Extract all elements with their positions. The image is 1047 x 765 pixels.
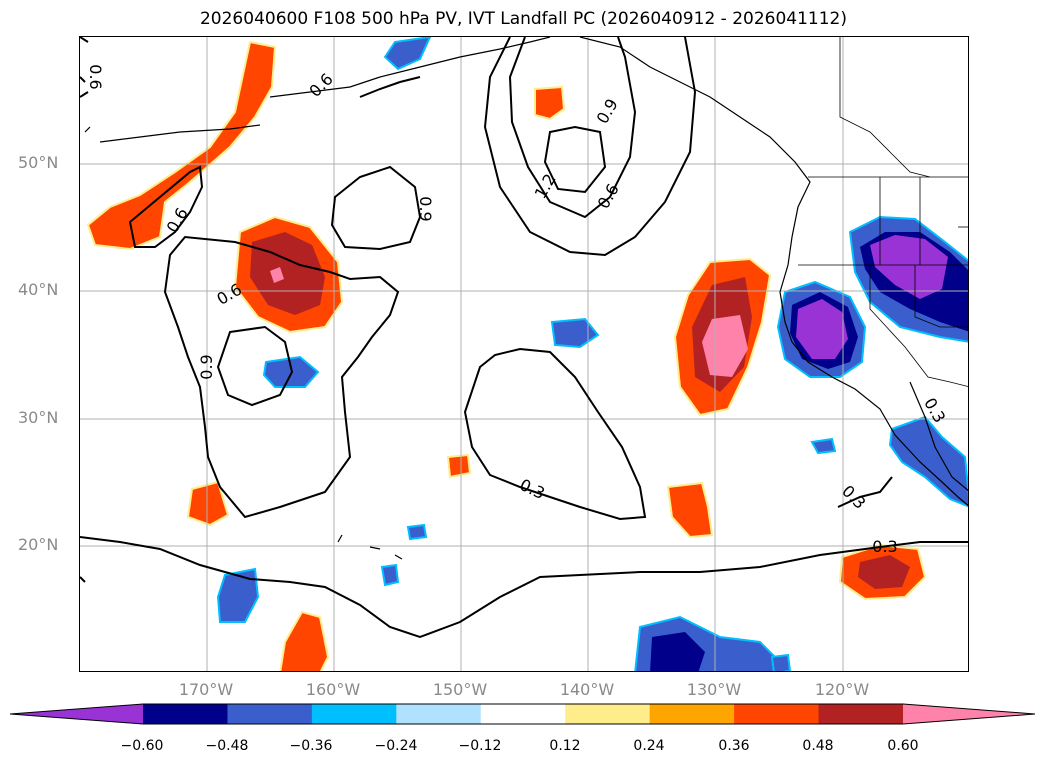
colorbar-segment	[480, 704, 566, 724]
gridlines	[80, 37, 968, 671]
colorbar-segment	[734, 704, 820, 724]
colorbar-segment	[143, 704, 228, 724]
negative-anomaly-region	[770, 653, 792, 671]
colorbar-segment	[818, 704, 904, 724]
lat-label-30n: 30°N	[18, 408, 59, 427]
colorbar-extend-low	[10, 704, 143, 724]
lon-label-150w: 150°W	[432, 680, 488, 699]
negative-anomaly-region	[216, 567, 260, 623]
negative-anomaly-region	[810, 437, 837, 455]
positive-anomaly-region	[446, 453, 472, 479]
positive-anomaly-region	[250, 232, 325, 315]
colorbar-segments	[10, 704, 1035, 724]
shading-layer	[86, 37, 968, 671]
contour-label: 0.3	[872, 537, 897, 556]
negative-anomaly-region	[383, 37, 432, 71]
negative-anomaly-region	[796, 299, 848, 359]
colorbar-tick: 0.24	[633, 738, 665, 754]
contour-label: 0.3	[517, 475, 548, 503]
lat-label-50n: 50°N	[18, 153, 59, 172]
colorbar-tick: 0.36	[718, 738, 750, 754]
lon-label-140w: 140°W	[559, 680, 615, 699]
colorbar-segment	[396, 704, 482, 724]
colorbar-outline	[10, 703, 1036, 725]
colorbar-tick: 0.48	[802, 738, 834, 754]
lon-label-130w: 130°W	[686, 680, 742, 699]
contour-label: 0.9	[197, 354, 216, 379]
coastlines	[84, 37, 968, 560]
positive-anomaly-region	[858, 555, 910, 589]
colorbar-segment	[649, 704, 735, 724]
lon-label-120w: 120°W	[814, 680, 870, 699]
positive-anomaly-region	[666, 481, 714, 539]
positive-anomaly-region	[702, 315, 748, 377]
contour-label: 0.9	[593, 95, 622, 127]
colorbar-extend-high	[903, 704, 1035, 724]
colorbar-tick: 0.60	[887, 738, 919, 754]
positive-anomaly-region	[270, 267, 284, 283]
contour-label: 0.6	[305, 69, 336, 100]
lon-label-170w: 170°W	[178, 680, 234, 699]
colorbar-tick: −0.60	[120, 738, 164, 754]
positive-anomaly-region	[534, 85, 566, 121]
contour-label: 0.9	[416, 196, 435, 221]
pv-contours	[80, 37, 968, 639]
negative-anomaly-region	[650, 632, 705, 671]
positive-anomaly-region	[279, 610, 330, 671]
contour-label: 1.2	[531, 170, 560, 202]
positive-anomaly-region	[186, 480, 230, 527]
colorbar-tick: −0.48	[205, 738, 249, 754]
colorbar-segment	[227, 704, 313, 724]
negative-anomaly-region	[406, 523, 428, 541]
lat-label-40n: 40°N	[18, 280, 59, 299]
colorbar-segment	[565, 704, 651, 724]
map-canvas: 0.6 0.6 0.9 0.6 0.9 1.2 0.6 0.6 0.9 0.3 …	[80, 37, 968, 671]
map-title: 2026040600 F108 500 hPa PV, IVT Landfall…	[199, 9, 847, 29]
negative-anomaly-region	[380, 563, 400, 587]
lat-label-20n: 20°N	[18, 535, 59, 554]
colorbar-segment	[311, 704, 397, 724]
contour-label: 0.6	[86, 64, 105, 89]
colorbar-tick: −0.24	[374, 738, 418, 754]
colorbar-tick: −0.36	[289, 738, 333, 754]
political-borders	[798, 37, 968, 387]
negative-anomaly-region	[888, 415, 968, 508]
colorbar	[10, 703, 1036, 725]
negative-anomaly-region	[870, 235, 948, 299]
lon-label-160w: 160°W	[305, 680, 361, 699]
map-panel: 0.6 0.6 0.9 0.6 0.9 1.2 0.6 0.6 0.9 0.3 …	[79, 36, 969, 672]
colorbar-tick: −0.12	[458, 738, 502, 754]
colorbar-tick: 0.12	[549, 738, 581, 754]
contour-label: 0.6	[163, 204, 192, 236]
negative-anomaly-region	[550, 317, 600, 349]
